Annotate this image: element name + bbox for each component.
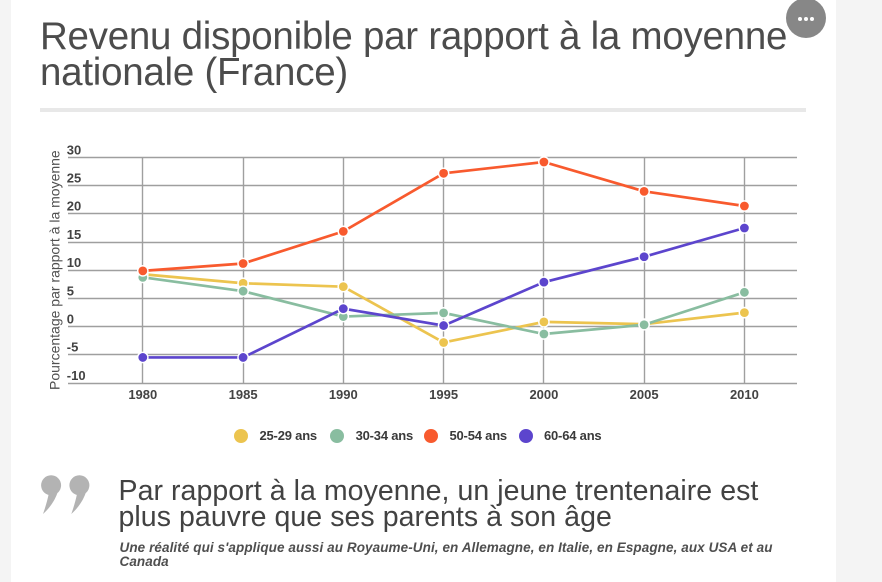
svg-text:1980: 1980 <box>128 387 157 402</box>
svg-text:20: 20 <box>67 199 81 214</box>
svg-text:2000: 2000 <box>529 387 558 402</box>
svg-text:-5: -5 <box>67 340 79 355</box>
svg-text:30: 30 <box>67 142 81 157</box>
svg-text:Pourcentage par rapport à la m: Pourcentage par rapport à la moyenne <box>47 150 63 390</box>
svg-text:2010: 2010 <box>730 387 759 402</box>
svg-text:25: 25 <box>67 171 81 186</box>
svg-text:15: 15 <box>67 227 81 242</box>
svg-text:-10: -10 <box>67 368 86 383</box>
svg-text:5: 5 <box>67 283 74 298</box>
svg-text:1985: 1985 <box>229 387 258 402</box>
svg-text:1990: 1990 <box>329 387 358 402</box>
svg-text:10: 10 <box>67 255 81 270</box>
svg-text:1995: 1995 <box>429 387 458 402</box>
svg-text:0: 0 <box>67 312 74 327</box>
svg-text:2005: 2005 <box>630 387 659 402</box>
